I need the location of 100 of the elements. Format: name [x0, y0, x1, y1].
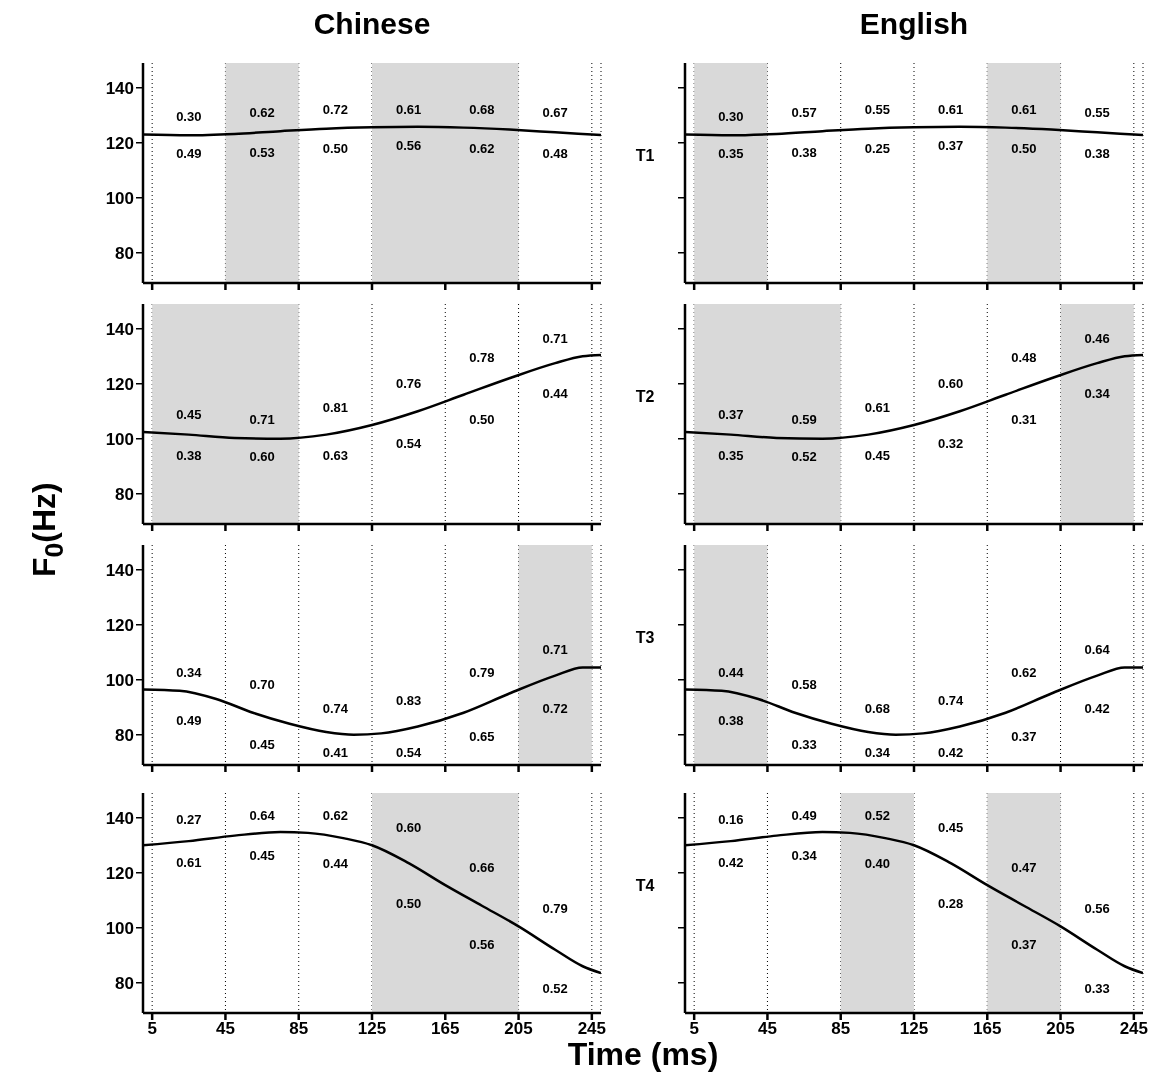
annotation: 0.35	[717, 146, 745, 162]
annotation: 0.37	[1010, 729, 1038, 745]
annotation: 0.64	[1083, 642, 1111, 658]
annotation: 0.34	[175, 664, 203, 680]
annotation: 0.50	[394, 896, 423, 912]
annotation: 0.61	[936, 101, 965, 117]
annotation: 0.30	[175, 109, 203, 125]
annotation: 0.56	[394, 138, 423, 154]
annotation: 0.67	[541, 105, 569, 121]
annotation: 0.62	[248, 105, 276, 121]
annotation: 0.42	[936, 744, 965, 760]
annotation: 0.25	[863, 141, 891, 157]
x-tick-label: 45	[757, 1019, 777, 1039]
annotation: 0.71	[541, 330, 569, 346]
annotation: 0.37	[717, 407, 745, 423]
annotation: 0.38	[790, 145, 818, 161]
annotation: 0.81	[321, 400, 349, 415]
chart-title: English	[858, 7, 970, 41]
annotation: 0.68	[468, 102, 496, 118]
x-tick-label: 165	[431, 1019, 460, 1039]
annotation: 0.66	[468, 860, 496, 876]
annotation: 0.30	[717, 109, 745, 125]
annotation: 0.34	[863, 744, 891, 760]
x-tick-label: 85	[831, 1019, 851, 1039]
annotation: 0.64	[248, 807, 276, 823]
annotation: 0.42	[1083, 700, 1111, 716]
y-tick-label: 140	[105, 560, 134, 580]
annotation: 0.48	[1010, 350, 1038, 366]
y-tick-label: 80	[115, 973, 134, 993]
annotation: 0.16	[717, 811, 745, 827]
annotation: 0.65	[468, 729, 496, 745]
annotation: 0.56	[468, 937, 496, 953]
annotation: 0.38	[717, 713, 745, 729]
annotation: 0.27	[175, 811, 203, 827]
x-tick-label: 5	[147, 1019, 157, 1039]
annotation: 0.42	[717, 855, 745, 871]
x-tick-label: 205	[1046, 1019, 1075, 1039]
y-axis-title: T4	[634, 877, 656, 895]
x-tick-label: 45	[215, 1019, 235, 1039]
annotation: 0.46	[1083, 330, 1111, 346]
annotation: 0.74	[321, 700, 349, 716]
annotation: 0.52	[863, 807, 891, 823]
annotation: 0.54	[394, 744, 423, 760]
annotation: 0.34	[790, 847, 818, 863]
annotation: 0.62	[468, 141, 496, 157]
annotation: 0.33	[790, 736, 818, 752]
annotation: 0.61	[175, 855, 203, 871]
annotation: 0.45	[936, 820, 965, 836]
annotation: 0.37	[1010, 937, 1038, 953]
y-tick-label: 100	[105, 670, 134, 690]
annotation: 0.44	[717, 664, 745, 680]
y-tick-label: 80	[115, 243, 134, 263]
annotation: 0.49	[175, 146, 203, 162]
annotation: 0.79	[468, 664, 496, 680]
y-tick-label: 120	[105, 133, 134, 153]
y-tick-label: 120	[105, 863, 134, 883]
chart-title: Chinese	[312, 7, 432, 41]
annotation: 0.44	[321, 856, 349, 872]
annotation: 0.40	[863, 856, 891, 872]
y-axis-title: T2	[634, 388, 656, 406]
x-tick-label: 85	[289, 1019, 309, 1039]
annotation: 0.57	[790, 105, 818, 121]
annotation: 0.62	[321, 807, 349, 823]
annotation: 0.45	[175, 407, 203, 423]
annotation: 0.49	[790, 807, 818, 823]
annotation: 0.55	[863, 102, 891, 118]
annotation: 0.61	[394, 101, 423, 117]
y-tick-label: 120	[105, 615, 134, 635]
annotation: 0.74	[936, 693, 965, 709]
annotation: 0.76	[394, 376, 423, 392]
y-tick-label: 100	[105, 918, 134, 938]
y-tick-label: 120	[105, 374, 134, 394]
annotation: 0.79	[541, 901, 569, 917]
annotation: 0.45	[863, 448, 891, 464]
annotation: 0.59	[790, 412, 818, 428]
annotation: 0.31	[1010, 412, 1038, 428]
annotation: 0.35	[717, 448, 745, 464]
annotation: 0.38	[175, 448, 203, 464]
annotation: 0.61	[1010, 102, 1038, 118]
annotation: 0.54	[394, 436, 423, 451]
annotation: 0.72	[541, 700, 569, 716]
annotation: 0.34	[1083, 386, 1111, 402]
annotation: 0.56	[1083, 901, 1111, 917]
annotation: 0.60	[248, 449, 276, 465]
annotation: 0.53	[248, 145, 276, 161]
annotation: 0.50	[468, 412, 496, 428]
annotation: 0.41	[321, 744, 349, 760]
y-axis-title: T1	[634, 147, 656, 165]
y-tick-label: 100	[105, 188, 134, 208]
annotation: 0.28	[936, 896, 965, 912]
annotation: 0.61	[863, 400, 891, 415]
annotation: 0.83	[394, 693, 423, 709]
x-axis-title: Time (ms)	[567, 1036, 719, 1072]
x-tick-label: 125	[899, 1019, 929, 1039]
annotation: 0.37	[936, 138, 965, 154]
y-tick-label: 140	[105, 808, 134, 828]
annotation: 0.32	[936, 436, 965, 451]
annotation: 0.49	[175, 713, 203, 729]
annotation: 0.60	[936, 376, 965, 392]
x-tick-label: 205	[504, 1019, 533, 1039]
